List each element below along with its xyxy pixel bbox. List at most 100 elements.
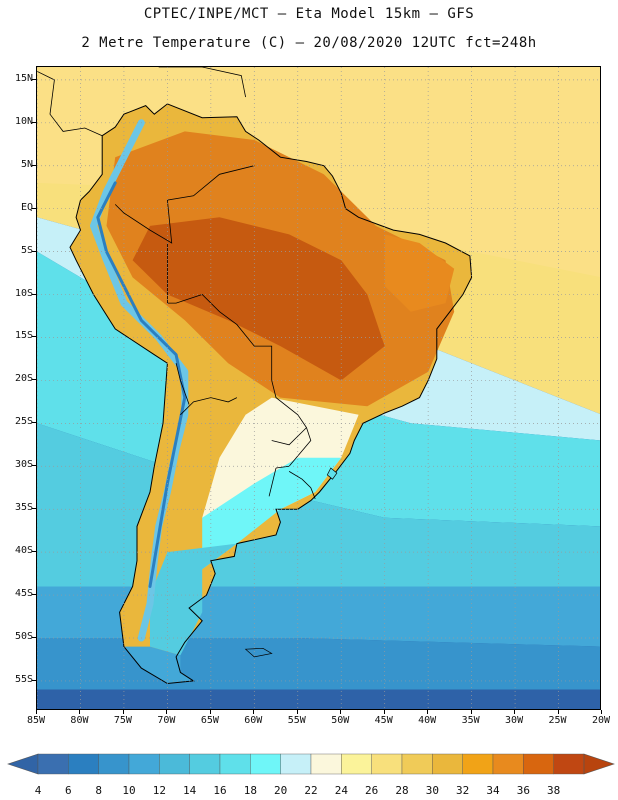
longitude-tick bbox=[36, 710, 37, 714]
longitude-tick bbox=[340, 710, 342, 714]
latitude-tick bbox=[32, 207, 36, 209]
ocean-band-8c bbox=[37, 638, 600, 690]
longitude-tick bbox=[557, 710, 559, 714]
longitude-label: 75W bbox=[113, 715, 132, 726]
latitude-label: 50S bbox=[14, 631, 33, 642]
latitude-tick bbox=[32, 293, 36, 295]
colorbar-swatch bbox=[250, 753, 281, 775]
colorbar-label: 8 bbox=[95, 784, 102, 797]
colorbar-swatch bbox=[159, 753, 190, 775]
latitude-label: 55S bbox=[14, 673, 33, 685]
latitude-label: 5S bbox=[20, 244, 33, 256]
temperature-map-canvas bbox=[37, 67, 600, 709]
country-border-1 bbox=[114, 165, 255, 244]
longitude-tick bbox=[514, 710, 516, 714]
longitude-label: 30W bbox=[505, 715, 524, 726]
longitude-tick bbox=[470, 710, 472, 714]
latitude-tick bbox=[32, 250, 36, 252]
lagoa-dos-patos bbox=[326, 467, 338, 480]
colorbar-swatch bbox=[219, 753, 251, 775]
colorbar-high-arrow bbox=[583, 753, 615, 775]
longitude-label: 20W bbox=[591, 715, 611, 726]
latitude-tick bbox=[32, 422, 36, 424]
longitude-tick bbox=[253, 710, 255, 714]
latitude-label: 5N bbox=[20, 158, 33, 170]
latitude-label: 20S bbox=[14, 373, 33, 385]
colorbar-swatch bbox=[68, 753, 99, 775]
latitude-tick bbox=[32, 336, 36, 338]
latitude-tick bbox=[32, 465, 36, 467]
latitude-label: 30S bbox=[14, 459, 33, 471]
andes-high-peaks bbox=[96, 181, 187, 588]
country-border-6 bbox=[175, 363, 190, 405]
latitude-label: 45S bbox=[14, 588, 33, 600]
country-border-5 bbox=[180, 397, 238, 416]
colorbar-swatch bbox=[128, 753, 160, 775]
latitude-label: EQ bbox=[20, 201, 33, 213]
tierra-del-fuego-region bbox=[123, 646, 194, 684]
longitude-label: 80W bbox=[70, 715, 89, 726]
latitude-tick bbox=[32, 679, 36, 681]
latitude-label: 35S bbox=[14, 502, 33, 514]
country-border-4 bbox=[275, 427, 312, 469]
colorbar-swatch bbox=[492, 753, 524, 775]
colorbar-swatch bbox=[432, 753, 463, 775]
colorbar-label: 16 bbox=[213, 784, 227, 797]
temperature-map bbox=[36, 66, 601, 710]
latitude-tick bbox=[32, 594, 36, 596]
colorbar-label: 36 bbox=[516, 784, 530, 797]
colorbar-label: 20 bbox=[274, 784, 288, 797]
latitude-tick bbox=[32, 508, 36, 510]
latitude-tick bbox=[32, 379, 36, 381]
colorbar-label: 30 bbox=[425, 784, 439, 797]
longitude-label: 35W bbox=[461, 715, 480, 726]
country-border-2 bbox=[166, 243, 273, 381]
country-border-3 bbox=[271, 380, 308, 446]
colorbar-swatch bbox=[189, 753, 221, 775]
caribbean-islands bbox=[158, 67, 246, 98]
colorbar-label: 38 bbox=[547, 784, 561, 797]
latitude-tick bbox=[32, 164, 36, 166]
central-america-coast bbox=[37, 70, 103, 137]
latitude-tick bbox=[32, 78, 36, 80]
falkland-islands bbox=[244, 647, 273, 658]
latitude-label: 10S bbox=[14, 287, 33, 299]
colorbar-swatch bbox=[280, 753, 312, 775]
longitude-tick bbox=[79, 710, 81, 714]
colorbar-swatch bbox=[37, 753, 69, 775]
colorbar-label: 14 bbox=[183, 784, 197, 797]
longitude-label: 45W bbox=[374, 715, 393, 726]
colorbar-label: 28 bbox=[395, 784, 409, 797]
coastline bbox=[69, 103, 473, 685]
longitude-tick bbox=[601, 710, 602, 714]
latitude-label: 25S bbox=[14, 416, 33, 428]
longitude-tick bbox=[296, 710, 298, 714]
colorbar-swatch bbox=[401, 753, 433, 775]
colorbar-label: 18 bbox=[243, 784, 257, 797]
chart-subtitle: 2 Metre Temperature (C) – 20/08/2020 12U… bbox=[81, 35, 537, 51]
temperature-colorbar bbox=[7, 753, 615, 775]
longitude-tick bbox=[122, 710, 124, 714]
colorbar-swatch bbox=[371, 753, 403, 775]
colorbar-label: 32 bbox=[456, 784, 470, 797]
colorbar-low-arrow bbox=[7, 753, 39, 775]
latitude-tick bbox=[32, 551, 36, 553]
colorbar-label: 4 bbox=[34, 784, 42, 797]
longitude-label: 25W bbox=[548, 715, 567, 726]
longitude-tick bbox=[166, 710, 168, 714]
colorbar-label: 26 bbox=[365, 784, 379, 797]
colorbar-label: 10 bbox=[122, 784, 136, 797]
colorbar-label: 34 bbox=[486, 784, 500, 797]
colorbar-label: 22 bbox=[304, 784, 318, 797]
longitude-tick bbox=[209, 710, 211, 714]
colorbar-swatch bbox=[523, 753, 554, 775]
northeast-warm-region bbox=[384, 234, 455, 312]
colorbar-label: 12 bbox=[152, 784, 166, 797]
longitude-label: 65W bbox=[200, 715, 219, 726]
very-hot-region bbox=[132, 217, 385, 381]
colorbar-swatch bbox=[341, 753, 372, 775]
colorbar-swatch bbox=[310, 753, 342, 775]
longitude-tick bbox=[427, 710, 429, 714]
longitude-label: 85W bbox=[26, 715, 46, 726]
pampas-cool-region bbox=[202, 457, 342, 570]
